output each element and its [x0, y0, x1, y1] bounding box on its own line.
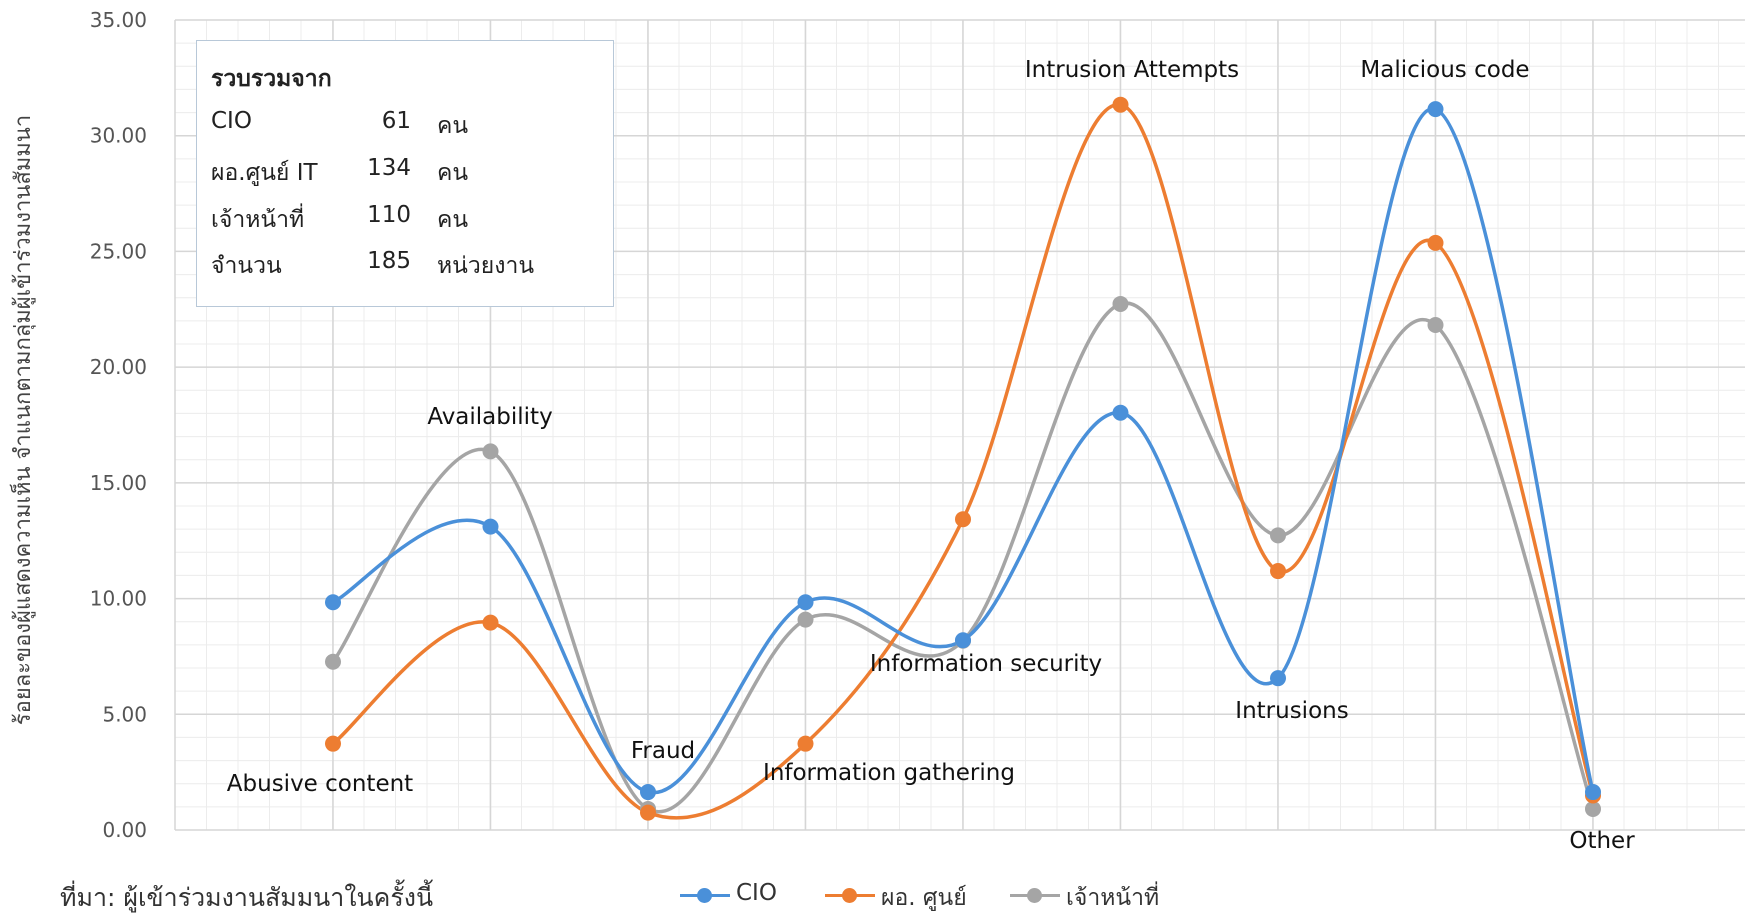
summary-row-agencies: จำนวน 185 หน่วยงาน — [211, 248, 601, 279]
data-point-s1-7 — [1427, 234, 1444, 251]
legend-label: CIO — [736, 880, 777, 906]
summary-row-director: ผอ.ศูนย์ IT 134 คน — [211, 155, 601, 186]
summary-title: รวบรวมจาก — [211, 66, 332, 92]
summary-label: ผอ.ศูนย์ IT — [211, 160, 318, 186]
y-axis-ticks: 0.00 5.00 10.00 15.00 20.00 25.00 30.00 35.00 — [90, 8, 147, 842]
summary-row-staff: เจ้าหน้าที่ 110 คน — [211, 202, 601, 233]
data-point-s1-6 — [1270, 563, 1286, 580]
summary-label: CIO — [211, 108, 252, 134]
y-tick-label: 30.00 — [90, 124, 147, 148]
category-label: Availability — [427, 404, 552, 430]
data-point-s2-8 — [1585, 800, 1601, 817]
category-label: Other — [1569, 828, 1635, 854]
summary-count: 110 — [367, 202, 411, 228]
data-point-s1-0 — [325, 735, 341, 752]
category-label: Malicious code — [1360, 57, 1529, 83]
data-point-s1-4 — [955, 511, 971, 528]
summary-count: 61 — [381, 108, 411, 134]
summary-count: 185 — [367, 248, 411, 274]
category-label: Information security — [870, 651, 1102, 677]
data-point-s2-7 — [1427, 317, 1444, 334]
summary-row-cio: CIO 61 คน — [211, 108, 601, 139]
data-point-s2-3 — [797, 611, 814, 628]
respondent-summary-box: รวบรวมจาก CIO 61 คน ผอ.ศูนย์ IT 134 คน เ… — [196, 40, 614, 307]
data-point-s2-6 — [1270, 527, 1286, 544]
legend-marker — [697, 888, 712, 903]
category-labels: Abusive content Availability Fraud Informat… — [227, 57, 1635, 854]
legend-label: ผอ. ศูนย์ — [881, 885, 967, 911]
y-tick-label: 35.00 — [90, 8, 147, 32]
y-tick-label: 10.00 — [90, 587, 147, 611]
data-point-s1-2 — [640, 804, 656, 821]
data-point-s0-8 — [1585, 784, 1601, 801]
y-tick-label: 25.00 — [90, 239, 147, 263]
data-point-s0-0 — [325, 594, 341, 611]
data-point-s2-5 — [1112, 295, 1129, 312]
data-point-s0-6 — [1270, 670, 1286, 687]
summary-label: เจ้าหน้าที่ — [211, 207, 305, 233]
summary-unit: คน — [437, 160, 469, 186]
data-point-s0-7 — [1427, 101, 1444, 118]
data-point-s2-0 — [325, 653, 341, 670]
series-points — [325, 96, 1601, 821]
data-point-s1-1 — [482, 614, 499, 631]
category-label: Abusive content — [227, 771, 413, 797]
legend-marker — [842, 888, 857, 903]
category-label: Information gathering — [763, 760, 1015, 786]
y-axis-label: ร้อยละของผู้แสดงความเห็น จำแนกตามกลุ่มผู… — [8, 115, 36, 725]
y-tick-label: 5.00 — [102, 702, 147, 726]
legend-marker — [1027, 888, 1042, 903]
summary-count: 134 — [367, 155, 411, 181]
y-tick-label: 0.00 — [102, 818, 147, 842]
legend-label: เจ้าหน้าที่ — [1066, 885, 1160, 911]
major-grid — [174, 19, 1745, 831]
summary-unit: คน — [437, 207, 469, 233]
data-point-s1-5 — [1112, 96, 1129, 113]
category-label: Fraud — [631, 738, 695, 764]
data-point-s0-5 — [1112, 404, 1129, 421]
y-tick-label: 20.00 — [90, 355, 147, 379]
data-point-s1-3 — [797, 735, 814, 752]
data-point-s0-3 — [797, 594, 814, 611]
summary-unit: หน่วยงาน — [437, 253, 535, 279]
y-tick-label: 15.00 — [90, 471, 147, 495]
data-point-s0-1 — [482, 518, 499, 535]
category-label: Intrusions — [1235, 698, 1348, 724]
source-note: ที่มา: ผู้เข้าร่วมงานสัมมนาในครั้งนี้ — [60, 883, 434, 912]
summary-unit: คน — [437, 113, 469, 139]
data-point-s2-1 — [482, 443, 499, 460]
data-point-s0-4 — [955, 632, 971, 649]
data-point-s0-2 — [640, 784, 656, 801]
series-line-2 — [331, 301, 1595, 814]
category-label: Intrusion Attempts — [1025, 57, 1239, 83]
summary-label: จำนวน — [211, 253, 282, 279]
